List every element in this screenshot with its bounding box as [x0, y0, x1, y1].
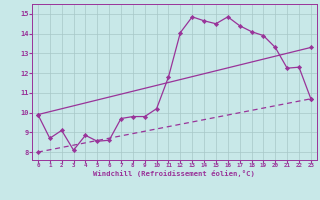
X-axis label: Windchill (Refroidissement éolien,°C): Windchill (Refroidissement éolien,°C) [93, 170, 255, 177]
